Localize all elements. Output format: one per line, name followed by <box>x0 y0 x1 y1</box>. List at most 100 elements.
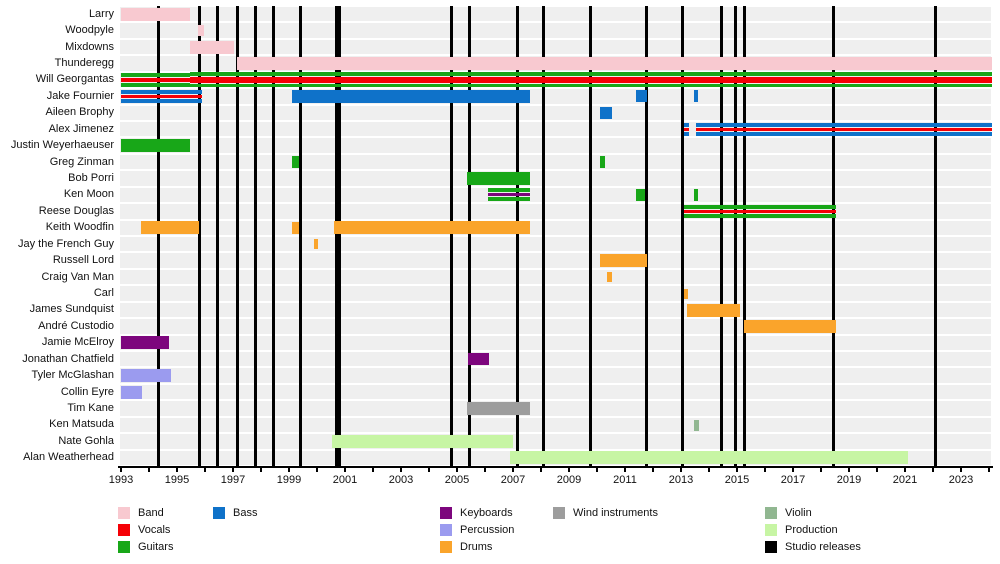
member-name-label: Nate Gohla <box>58 434 114 447</box>
row-band <box>120 39 991 55</box>
bar-bass <box>693 90 698 103</box>
x-axis-tick <box>344 468 346 472</box>
bar-percussion <box>121 369 172 383</box>
bar-stripe-vocals <box>121 94 203 98</box>
member-name-label: Jay the French Guy <box>18 237 114 250</box>
bar-drums <box>314 239 319 250</box>
x-axis-tick <box>736 468 738 472</box>
row-band <box>120 269 991 285</box>
member-name-label: Justin Weyerhaeuser <box>10 139 114 151</box>
member-name-label: Bob Porri <box>68 171 114 184</box>
row-band <box>120 138 991 153</box>
x-axis-tick <box>428 468 430 472</box>
studio-release-line <box>253 6 257 466</box>
legend-label: Studio releases <box>785 541 861 553</box>
x-axis-tick <box>568 468 570 472</box>
row-band <box>120 171 991 186</box>
x-axis-tick <box>120 468 122 472</box>
row-band <box>120 187 991 203</box>
row-band <box>120 434 991 449</box>
member-name-label: Jake Fournier <box>46 89 114 102</box>
bar-stripe-bass <box>683 122 690 127</box>
member-name-label: Jamie McElroy <box>41 336 114 349</box>
x-axis-tick <box>540 468 542 472</box>
legend-swatch-bass <box>213 507 225 519</box>
x-axis-year-label: 2023 <box>948 474 974 486</box>
x-axis-tick <box>232 468 234 472</box>
x-axis-tick <box>820 468 822 472</box>
x-axis-tick <box>260 468 262 472</box>
row-band <box>120 105 991 121</box>
bar-percussion <box>121 385 142 399</box>
row-band <box>120 89 991 104</box>
bar-stripe-guitars <box>189 83 992 88</box>
x-axis-year-label: 2005 <box>444 474 470 486</box>
legend-label: Drums <box>460 541 493 553</box>
legend-label: Production <box>785 524 838 536</box>
legend-label: Wind instruments <box>573 507 658 519</box>
row-band <box>120 6 991 22</box>
row-band <box>120 220 991 236</box>
row-band <box>120 351 991 367</box>
row-band <box>120 368 991 383</box>
bar-stripe-vocals <box>683 209 837 213</box>
x-axis-year-label: 1997 <box>220 474 246 486</box>
legend-swatch-percussion <box>440 524 452 536</box>
x-axis-year-label: 2001 <box>332 474 358 486</box>
x-axis-tick <box>400 468 402 472</box>
bar-stripe-vocals <box>683 127 690 131</box>
row-band <box>120 335 991 351</box>
x-axis-tick <box>652 468 654 472</box>
x-axis-tick <box>932 468 934 472</box>
member-name-label: Greg Zinman <box>49 155 114 168</box>
member-name-label: Craig Van Man <box>41 270 114 283</box>
bar-production <box>510 451 908 465</box>
studio-release-line <box>734 6 738 466</box>
x-axis-tick <box>764 468 766 472</box>
bar-drums <box>683 288 688 299</box>
bar-drums <box>744 319 837 333</box>
bar-keyboards <box>121 336 169 350</box>
legend-swatch-violin <box>765 507 777 519</box>
row-band <box>120 253 991 268</box>
bar-guitars <box>693 188 698 201</box>
studio-release-line <box>216 6 220 466</box>
legend-swatch-guitars <box>118 541 130 553</box>
row-band <box>120 302 991 318</box>
member-name-label: André Custodio <box>38 319 114 332</box>
bar-drums <box>291 221 299 234</box>
x-axis-tick <box>680 468 682 472</box>
member-name-label: Alex Jimenez <box>48 122 114 135</box>
studio-release-line <box>515 6 519 466</box>
studio-release-line <box>468 6 472 466</box>
member-name-label: Will Georgantas <box>35 73 114 86</box>
bar-band <box>237 57 992 70</box>
bar-bass <box>291 89 530 103</box>
x-axis-year-label: 1995 <box>164 474 190 486</box>
x-axis-tick <box>708 468 710 472</box>
member-name-label: Tim Kane <box>67 401 114 414</box>
member-name-label: James Sundquist <box>29 303 114 316</box>
bar-stripe-bass <box>696 122 992 127</box>
x-axis-year-label: 2011 <box>613 474 637 486</box>
member-name-label: Ken Moon <box>63 188 114 201</box>
member-name-label: Aileen Brophy <box>45 106 115 119</box>
studio-release-line <box>449 6 453 466</box>
x-axis-tick <box>596 468 598 472</box>
studio-release-line <box>197 6 201 466</box>
bar-guitars <box>466 172 530 185</box>
row-band <box>120 384 991 400</box>
studio-release-line <box>832 6 836 466</box>
x-axis-tick <box>960 468 962 472</box>
bar-stripe-keyboards <box>487 193 530 197</box>
x-axis-year-label: 1993 <box>108 474 134 486</box>
studio-release-line <box>742 6 746 466</box>
x-axis-year-label: 2019 <box>836 474 862 486</box>
bar-guitars <box>599 156 606 169</box>
studio-release-line <box>644 6 648 466</box>
member-name-label: Thunderegg <box>54 56 114 69</box>
bar-guitars <box>636 188 645 201</box>
x-axis-tick <box>204 468 206 472</box>
member-name-label: Woodpyle <box>65 24 114 36</box>
